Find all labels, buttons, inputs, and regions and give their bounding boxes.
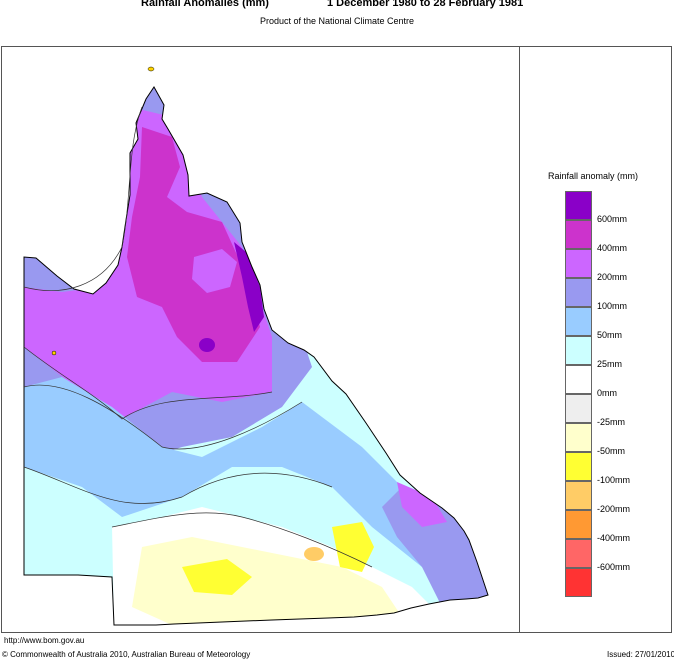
legend-tick-label: 0mm [597, 388, 617, 398]
legend-swatch [565, 394, 592, 423]
map-title: Rainfall Anomalies (mm) [141, 0, 269, 9]
legend-tick-label: -200mm [597, 504, 631, 514]
legend-tick-label: -600mm [597, 562, 631, 572]
queensland-anomaly-map [23, 66, 489, 626]
legend-tick-label: 100mm [597, 301, 628, 311]
region-600mm-spot [199, 338, 215, 352]
legend-swatch [565, 191, 592, 220]
islands [51, 66, 155, 356]
legend-tick-label: 50mm [597, 330, 623, 340]
queensland-outline [23, 86, 489, 626]
legend-tick-label: -100mm [597, 475, 631, 485]
legend-swatch [565, 568, 592, 597]
legend-tick-label: 400mm [597, 243, 628, 253]
legend-tick-label: -25mm [597, 417, 626, 427]
anomaly-contours [23, 106, 373, 568]
legend-swatch [565, 365, 592, 394]
legend-swatch [565, 220, 592, 249]
legend-tick-label: -50mm [597, 446, 626, 456]
legend-swatch [565, 278, 592, 307]
map-date-range: 1 December 1980 to 28 February 1981 [327, 0, 524, 9]
legend-swatch [565, 481, 592, 510]
legend-swatch [565, 249, 592, 278]
legend-swatch [565, 452, 592, 481]
region-minus-200mm [304, 547, 324, 561]
legend-swatch [565, 510, 592, 539]
legend-swatch [565, 423, 592, 452]
legend-swatch [565, 307, 592, 336]
rainfall-anomaly-regions [24, 87, 488, 625]
region-200mm-east [397, 482, 447, 527]
region-100mm-east [382, 487, 488, 607]
legend-tick-label: 25mm [597, 359, 623, 369]
footer-issued: Issued: 27/01/2010 [607, 650, 674, 659]
legend-divider [519, 46, 520, 633]
region-minus-50mm [132, 537, 402, 625]
legend-tick-label: -400mm [597, 533, 631, 543]
legend-tick-label: 600mm [597, 214, 628, 224]
footer-copyright: © Commonwealth of Australia 2010, Austra… [2, 650, 251, 659]
footer-url: http://www.bom.gov.au [4, 636, 85, 645]
region-minus-100mm-a [182, 559, 252, 595]
legend-swatch [565, 539, 592, 568]
legend-title: Rainfall anomaly (mm) [548, 171, 639, 181]
legend-tick-label: 200mm [597, 272, 628, 282]
region-600mm-coast [234, 242, 264, 332]
region-minus-100mm-b [332, 522, 374, 572]
region-400mm [127, 127, 260, 362]
region-200mm-inland [192, 249, 237, 293]
map-subtitle: Product of the National Climate Centre [259, 16, 415, 26]
map-frame [1, 46, 672, 633]
legend-swatch [565, 336, 592, 365]
